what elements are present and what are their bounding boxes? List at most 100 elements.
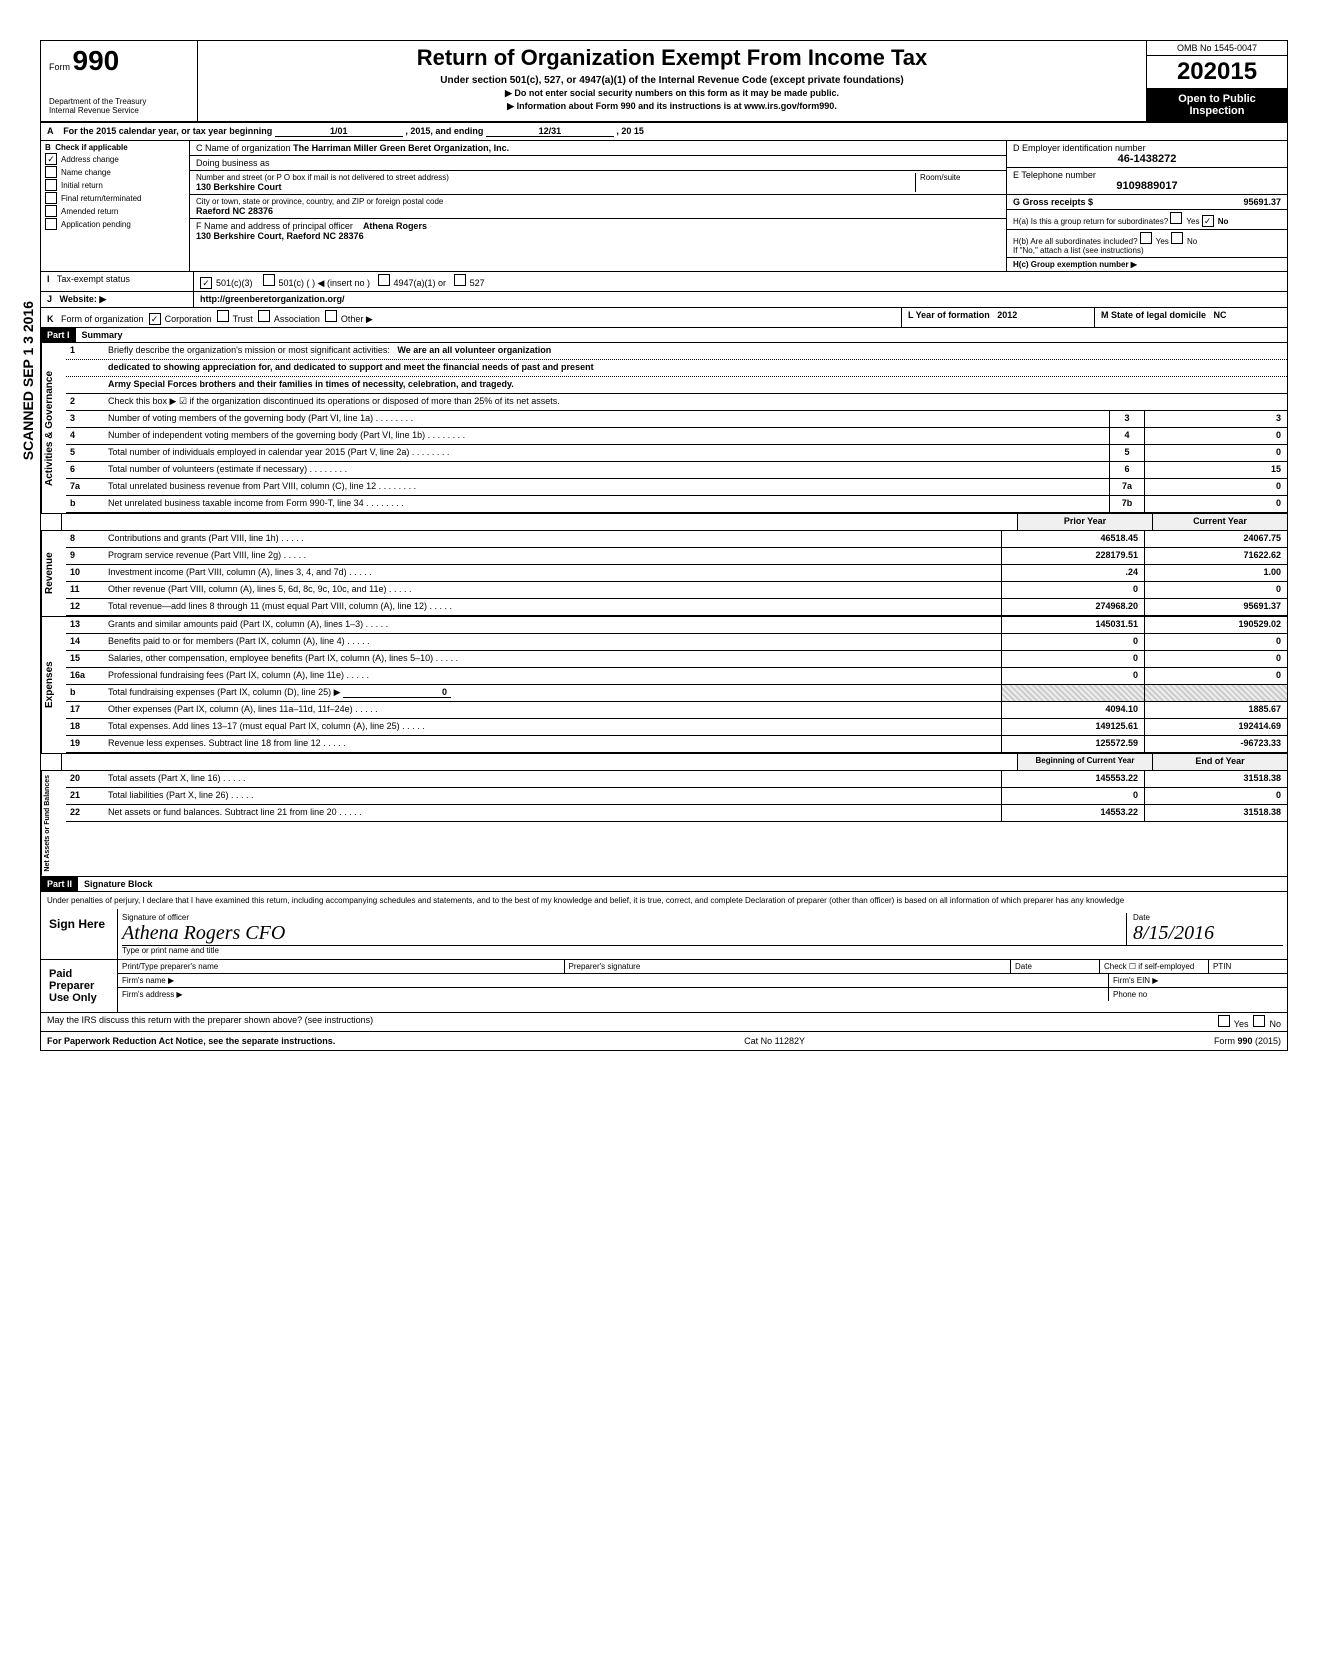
city-label: City or town, state or province, country… xyxy=(196,197,1000,206)
data-line: 17 Other expenses (Part IX, column (A), … xyxy=(66,702,1287,719)
check-item: Application pending xyxy=(45,218,185,230)
net-label: Net Assets or Fund Balances xyxy=(41,771,66,876)
current-value: 31518.38 xyxy=(1144,771,1287,787)
line-text: Professional fundraising fees (Part IX, … xyxy=(104,668,1001,684)
checkbox[interactable] xyxy=(45,166,57,178)
corp-checkbox[interactable]: ✓ xyxy=(149,313,161,325)
data-line: 21 Total liabilities (Part X, line 26) .… xyxy=(66,788,1287,805)
data-line: 19 Revenue less expenses. Subtract line … xyxy=(66,736,1287,753)
4947-checkbox[interactable] xyxy=(378,274,390,286)
open-public: Open to Public Inspection xyxy=(1147,89,1287,121)
dept-irs: Internal Revenue Service xyxy=(49,106,189,115)
prep-name-label: Print/Type preparer's name xyxy=(118,960,564,973)
data-line: 16a Professional fundraising fees (Part … xyxy=(66,668,1287,685)
signature: Athena Rogers CFO xyxy=(122,922,1126,945)
line-num: 19 xyxy=(66,736,104,752)
discuss-text: May the IRS discuss this return with the… xyxy=(47,1015,373,1029)
checkbox[interactable] xyxy=(45,179,57,191)
line-num: 21 xyxy=(66,788,104,804)
line-text: Net assets or fund balances. Subtract li… xyxy=(104,805,1001,821)
prior-value: 0 xyxy=(1001,634,1144,650)
checkbox[interactable] xyxy=(45,218,57,230)
cat-number: Cat No 11282Y xyxy=(744,1036,805,1046)
g-label: G Gross receipts $ xyxy=(1013,197,1093,207)
line-num: 15 xyxy=(66,651,104,667)
gov-line: 5 Total number of individuals employed i… xyxy=(66,445,1287,462)
current-value: 0 xyxy=(1144,788,1287,804)
data-line: 9 Program service revenue (Part VIII, li… xyxy=(66,548,1287,565)
org-info-column: C Name of organization The Harriman Mill… xyxy=(190,141,1006,271)
checkbox[interactable] xyxy=(45,205,57,217)
line-text: Net unrelated business taxable income fr… xyxy=(104,496,1109,512)
label-j: J xyxy=(47,294,52,304)
dba-label: Doing business as xyxy=(196,158,270,168)
527-checkbox[interactable] xyxy=(454,274,466,286)
year-columns-header: Prior Year Current Year xyxy=(41,514,1287,531)
data-line: 18 Total expenses. Add lines 13–17 (must… xyxy=(66,719,1287,736)
other-checkbox[interactable] xyxy=(325,310,337,322)
label-b: B xyxy=(45,143,51,152)
assoc-checkbox[interactable] xyxy=(258,310,270,322)
line-num: 3 xyxy=(66,411,104,427)
tax-year: 202015 xyxy=(1147,56,1287,89)
line-num: 16a xyxy=(66,668,104,684)
discuss-no-checkbox[interactable] xyxy=(1253,1015,1265,1027)
subtitle: Under section 501(c), 527, or 4947(a)(1)… xyxy=(206,75,1138,86)
paperwork-notice: For Paperwork Reduction Act Notice, see … xyxy=(47,1036,335,1046)
line-num: 7a xyxy=(66,479,104,495)
officer-addr: 130 Berkshire Court, Raeford NC 28376 xyxy=(196,231,1000,241)
ha-no-checkbox[interactable]: ✓ xyxy=(1202,215,1214,227)
form-number-box: Form 990 Department of the Treasury Inte… xyxy=(41,41,198,121)
mission-line2: dedicated to showing appreciation for, a… xyxy=(104,360,1287,376)
trust-checkbox[interactable] xyxy=(217,310,229,322)
prior-value: 14553.22 xyxy=(1001,805,1144,821)
gov-line: b Net unrelated business taxable income … xyxy=(66,496,1287,513)
line-text: Total number of volunteers (estimate if … xyxy=(104,462,1109,478)
line-num: 14 xyxy=(66,634,104,650)
hb-yes-checkbox[interactable] xyxy=(1140,232,1152,244)
501c3-checkbox[interactable]: ✓ xyxy=(200,277,212,289)
checkbox[interactable]: ✓ xyxy=(45,153,57,165)
ha-yes-checkbox[interactable] xyxy=(1170,212,1182,224)
line-num: 20 xyxy=(66,771,104,787)
prior-value: 0 xyxy=(1001,788,1144,804)
year-box: OMB No 1545-0047 202015 Open to Public I… xyxy=(1146,41,1287,121)
hb-hint: If "No," attach a list (see instructions… xyxy=(1013,246,1281,255)
sig-date: 8/15/2016 xyxy=(1133,922,1283,945)
current-value: 95691.37 xyxy=(1144,599,1287,615)
net-columns-header: Beginning of Current Year End of Year xyxy=(41,754,1287,771)
paid-preparer-label: Paid Preparer Use Only xyxy=(41,960,117,1012)
prior-value: .24 xyxy=(1001,565,1144,581)
501c-checkbox[interactable] xyxy=(263,274,275,286)
hb-no-checkbox[interactable] xyxy=(1171,232,1183,244)
state-domicile: NC xyxy=(1214,310,1227,320)
line-text: Investment income (Part VIII, column (A)… xyxy=(104,565,1001,581)
part1-header-row: Part I Summary xyxy=(41,328,1287,343)
data-line: 13 Grants and similar amounts paid (Part… xyxy=(66,617,1287,634)
current-value: 0 xyxy=(1144,634,1287,650)
prep-sig-label: Preparer's signature xyxy=(564,960,1011,973)
line-num: 6 xyxy=(66,462,104,478)
right-info-column: D Employer identification number 46-1438… xyxy=(1006,141,1287,271)
current-value: 0 xyxy=(1144,582,1287,598)
line-num: 10 xyxy=(66,565,104,581)
gov-line: 7a Total unrelated business revenue from… xyxy=(66,479,1287,496)
checkbox[interactable] xyxy=(45,192,57,204)
officer-name: Athena Rogers xyxy=(363,221,427,231)
form-prefix: Form xyxy=(49,62,70,72)
line-text: Other expenses (Part IX, column (A), lin… xyxy=(104,702,1001,718)
check-item: ✓Address change xyxy=(45,153,185,165)
ein: 46-1438272 xyxy=(1013,153,1281,165)
data-line: 12 Total revenue—add lines 8 through 11 … xyxy=(66,599,1287,616)
check-column: B Check if applicable ✓Address changeNam… xyxy=(41,141,190,271)
identity-block: B Check if applicable ✓Address changeNam… xyxy=(41,141,1287,272)
data-line: 20 Total assets (Part X, line 16) . . . … xyxy=(66,771,1287,788)
row-i: I Tax-exempt status ✓501(c)(3) 501(c) ( … xyxy=(41,272,1287,292)
d-label: D Employer identification number xyxy=(1013,143,1281,153)
city-value: Raeford NC 28376 xyxy=(196,206,1000,216)
discuss-yes-checkbox[interactable] xyxy=(1218,1015,1230,1027)
row-k: K Form of organization ✓Corporation Trus… xyxy=(41,308,1287,328)
prior-value: 145553.22 xyxy=(1001,771,1144,787)
check-item: Final return/terminated xyxy=(45,192,185,204)
line-text: Revenue less expenses. Subtract line 18 … xyxy=(104,736,1001,752)
